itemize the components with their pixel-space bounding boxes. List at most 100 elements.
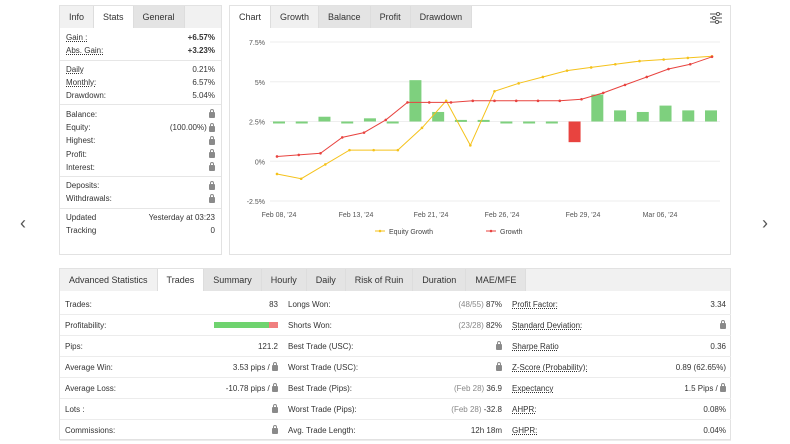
chart-bar (432, 111, 445, 122)
tab-duration[interactable]: Duration (413, 269, 467, 291)
lock-icon (209, 135, 215, 145)
sliders-icon[interactable] (710, 12, 722, 24)
x-tick-label: Feb 29, '24 (566, 212, 601, 219)
lock-icon (209, 109, 215, 119)
worst-trade-pips-label: Worst Trade (Pips): (288, 404, 357, 414)
equity-growth-point (396, 148, 400, 152)
daily-row: Daily 0.21% (60, 63, 221, 76)
profitability-cell: Profitability: (60, 315, 283, 336)
profit-label: Profit: (66, 149, 87, 159)
interest-label: Interest: (66, 162, 95, 172)
tab-risk-of-ruin[interactable]: Risk of Ruin (345, 269, 414, 291)
info-tabbar: Info Stats General (60, 6, 221, 28)
ahpr-label: AHPR: (512, 404, 537, 414)
longs-won-cell: Longs Won: (48/55) 87% (283, 294, 507, 315)
growth-line (276, 56, 713, 157)
withdrawals-label: Withdrawals: (66, 194, 112, 204)
profit-row: Profit: (60, 147, 221, 160)
chart-bar (318, 116, 331, 122)
legend-growth-marker (489, 229, 493, 233)
growth-point (384, 118, 388, 122)
deposits-label: Deposits: (66, 181, 100, 191)
worst-trade-pips-date: (Feb 28) (451, 404, 482, 414)
profit-factor-cell: Profit Factor: 3.34 (507, 294, 731, 315)
equity-growth-point (420, 126, 424, 130)
x-tick-label: Feb 08, '24 (262, 212, 297, 219)
lock-icon (209, 162, 215, 172)
equity-growth-point (275, 172, 279, 176)
trades-value: 83 (269, 299, 278, 309)
equity-growth-point (638, 59, 641, 63)
deposits-row: Deposits: (60, 179, 221, 192)
best-trade-pips-date: (Feb 28) (453, 383, 485, 393)
lock-icon (496, 341, 502, 350)
chart-bar (477, 119, 490, 122)
shorts-won-count: (23/28) (458, 320, 484, 330)
drawdown-label: Drawdown: (66, 91, 107, 101)
z-score-cell: Z-Score (Probability): 0.89 (62.65%) (507, 357, 731, 378)
equity-growth-point (469, 144, 472, 147)
equity-row: Equity: (100.00%) (60, 121, 221, 134)
profitability-bar (214, 322, 278, 328)
avg-trade-length-cell: Avg. Trade Length: 12h 18m (283, 420, 507, 441)
tracking-row: Tracking 0 (60, 224, 221, 237)
tab-general[interactable]: General (133, 6, 185, 28)
growth-point (275, 155, 279, 158)
tab-trades[interactable]: Trades (157, 269, 205, 291)
x-tick-label: Mar 06, '24 (643, 212, 678, 219)
stats-panel: Advanced Statistics Trades Summary Hourl… (59, 268, 731, 441)
tab-drawdown[interactable]: Drawdown (410, 6, 473, 28)
tab-balance[interactable]: Balance (319, 6, 371, 28)
tab-stats[interactable]: Stats (94, 6, 134, 28)
tab-info[interactable]: Info (60, 6, 95, 28)
tab-advanced-statistics[interactable]: Advanced Statistics (60, 269, 158, 291)
shorts-won-cell: Shorts Won: (23/28) 82% (283, 315, 507, 336)
balance-row: Balance: (60, 107, 221, 120)
chart-bar (363, 118, 376, 122)
trades-label: Trades: (65, 299, 92, 309)
monthly-value: 6.57% (192, 78, 215, 88)
worst-trade-pips-cell: Worst Trade (Pips): (Feb 28) -32.8 (283, 399, 507, 420)
chart-bar (636, 111, 649, 122)
next-arrow-icon[interactable]: › (762, 213, 768, 233)
commissions-cell: Commissions: (60, 420, 283, 441)
legend-equity-marker (378, 229, 382, 233)
tab-mae-mfe[interactable]: MAE/MFE (466, 269, 527, 291)
y-tick-label: 7.5% (249, 40, 265, 47)
chart-bar (386, 121, 399, 124)
tab-summary[interactable]: Summary (204, 269, 262, 291)
tab-hourly[interactable]: Hourly (261, 269, 307, 291)
equity-growth-point (324, 163, 327, 166)
tab-chart[interactable]: Chart (230, 6, 272, 28)
expectancy-cell: Expectancy 1.5 Pips / (507, 378, 731, 399)
growth-point (710, 55, 714, 59)
ghpr-label: GHPR: (512, 425, 538, 435)
tab-daily[interactable]: Daily (306, 269, 346, 291)
growth-point (406, 101, 409, 104)
trades-cell: Trades: 83 (60, 294, 283, 315)
best-trade-pips-value: 36.9 (486, 383, 502, 393)
chart-bar (545, 121, 558, 124)
lock-icon (209, 180, 215, 190)
tab-profit[interactable]: Profit (370, 6, 411, 28)
prev-arrow-icon[interactable]: ‹ (20, 213, 26, 233)
legend-growth-label: Growth (500, 229, 523, 236)
commissions-label: Commissions: (65, 425, 116, 435)
shorts-won-label: Shorts Won: (288, 320, 332, 330)
lock-icon (209, 193, 215, 203)
shorts-won-value: 82% (485, 320, 502, 330)
growth-point (340, 136, 344, 139)
ahpr-value: 0.08% (703, 404, 726, 414)
sharpe-ratio-label: Sharpe Ratio (512, 341, 559, 351)
gain-value: +6.57% (187, 33, 215, 43)
chart-bar (454, 119, 467, 122)
best-trade-usc-cell: Best Trade (USC): (283, 336, 507, 357)
tab-growth[interactable]: Growth (271, 6, 320, 28)
chart-panel: Chart Growth Balance Profit Drawdown 7.5… (229, 5, 731, 255)
equity-growth-point (372, 148, 375, 152)
lock-icon (272, 425, 278, 434)
chart-bar (409, 80, 422, 122)
growth-point (297, 153, 301, 157)
y-tick-label: -2.5% (247, 199, 265, 206)
lots-cell: Lots : (60, 399, 283, 420)
